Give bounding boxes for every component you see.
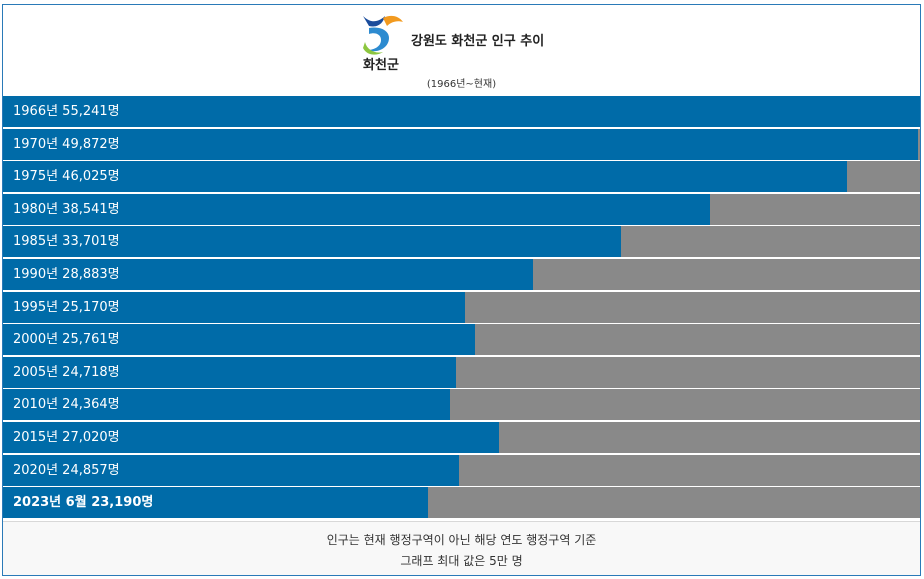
bar bbox=[3, 357, 456, 388]
bar-label: 1975년 46,025명 bbox=[13, 169, 120, 184]
bar-row: 1985년 33,701명 bbox=[3, 226, 920, 257]
bar bbox=[3, 324, 475, 355]
bar bbox=[3, 161, 847, 192]
bar-row: 2000년 25,761명 bbox=[3, 324, 920, 355]
bar bbox=[3, 292, 465, 323]
bar-label: 1970년 49,872명 bbox=[13, 137, 120, 152]
bar-label: 2020년 24,857명 bbox=[13, 463, 120, 478]
bar bbox=[3, 226, 621, 257]
bar bbox=[3, 259, 533, 290]
bar-row: 1975년 46,025명 bbox=[3, 161, 920, 192]
bar-row: 2015년 27,020명 bbox=[3, 422, 920, 453]
bar-label: 2005년 24,718명 bbox=[13, 365, 120, 380]
bar bbox=[3, 455, 459, 486]
bar-label: 2023년 6월 23,190명 bbox=[13, 495, 154, 510]
chart-title: 강원도 화천군 인구 추이 bbox=[411, 34, 545, 49]
chart-footer: 인구는 현재 행정구역이 아닌 해당 연도 행정구역 기준 그래프 최대 값은 … bbox=[3, 521, 920, 575]
footer-note-boundary: 인구는 현재 행정구역이 아닌 해당 연도 행정구역 기준 bbox=[326, 533, 597, 547]
bar-row: 1995년 25,170명 bbox=[3, 292, 920, 323]
bar-chart: 1966년 55,241명 1970년 49,872명 1975년 46,025명 1… bbox=[3, 96, 920, 520]
bar-label: 2015년 27,020명 bbox=[13, 430, 120, 445]
footer-note-max: 그래프 최대 값은 5만 명 bbox=[400, 554, 523, 568]
bar-row: 1980년 38,541명 bbox=[3, 194, 920, 225]
bar-label: 1980년 38,541명 bbox=[13, 202, 120, 217]
bar-label: 1995년 25,170명 bbox=[13, 300, 120, 315]
bar bbox=[3, 96, 920, 127]
chart-frame: 화천군 강원도 화천군 인구 추이 (1966년~현재) 1966년 55,24… bbox=[2, 4, 921, 576]
bar-label: 1985년 33,701명 bbox=[13, 234, 120, 249]
bar-label: 2000년 25,761명 bbox=[13, 332, 120, 347]
bar-label: 2010년 24,364명 bbox=[13, 397, 120, 412]
bar bbox=[3, 129, 918, 160]
bar-row: 2005년 24,718명 bbox=[3, 357, 920, 388]
bar-label: 1966년 55,241명 bbox=[13, 104, 120, 119]
bar-row: 2023년 6월 23,190명 bbox=[3, 487, 920, 518]
chart-header: 화천군 강원도 화천군 인구 추이 (1966년~현재) bbox=[3, 5, 920, 96]
bar bbox=[3, 487, 428, 518]
bar bbox=[3, 389, 450, 420]
bar-row: 1970년 49,872명 bbox=[3, 129, 920, 160]
bar-label: 1990년 28,883명 bbox=[13, 267, 120, 282]
bar-row: 1966년 55,241명 bbox=[3, 96, 920, 127]
bar-row: 2020년 24,857명 bbox=[3, 455, 920, 486]
bar bbox=[3, 422, 499, 453]
bar-row: 2010년 24,364명 bbox=[3, 389, 920, 420]
bar-row: 1990년 28,883명 bbox=[3, 259, 920, 290]
bar bbox=[3, 194, 710, 225]
hwacheon-logo-icon bbox=[363, 15, 403, 55]
chart-subtitle: (1966년~현재) bbox=[426, 79, 497, 90]
logo-label: 화천군 bbox=[363, 58, 399, 73]
